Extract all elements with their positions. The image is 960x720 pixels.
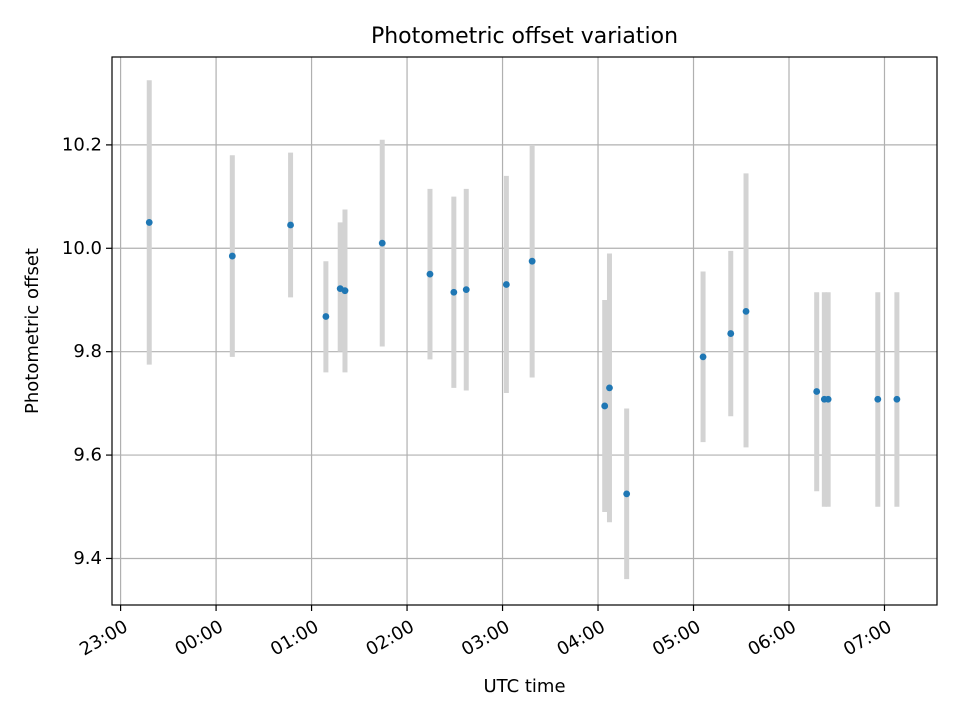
data-point — [623, 490, 631, 498]
data-point — [228, 252, 236, 260]
y-tick-label: 9.8 — [73, 341, 102, 362]
grid — [112, 57, 937, 605]
x-tick-label: 01:00 — [267, 616, 322, 660]
data-point — [322, 313, 330, 320]
data-point — [450, 288, 458, 296]
data-point — [742, 307, 750, 315]
chart-title: Photometric offset variation — [371, 24, 678, 49]
error-bars — [146, 80, 900, 580]
plot-frame — [111, 56, 938, 606]
data-point — [813, 388, 821, 395]
x-axis: 23:00 00:00 01:00 02:00 03:00 04:00 05:00 06:00… — [76, 605, 895, 660]
data-point — [462, 286, 470, 294]
data-point — [893, 395, 901, 403]
y-axis-label: Photometric offset — [22, 248, 43, 414]
x-tick-label: 03:00 — [458, 616, 513, 660]
y-tick-label: 9.6 — [73, 445, 102, 466]
data-point — [502, 281, 510, 288]
x-tick-label: 00:00 — [172, 616, 227, 660]
x-tick-label: 05:00 — [649, 616, 704, 660]
data-points — [145, 219, 901, 498]
x-tick-label: 07:00 — [840, 616, 895, 660]
y-tick-label: 10.0 — [62, 238, 102, 259]
y-tick-label: 9.4 — [73, 548, 102, 569]
data-point — [426, 270, 434, 278]
data-point — [145, 219, 153, 226]
data-point — [341, 287, 349, 295]
x-axis-label: UTC time — [483, 676, 565, 697]
y-tick-label: 10.2 — [62, 134, 102, 155]
y-axis: 9.4 9.6 9.8 10.0 10.2 — [62, 134, 112, 569]
data-point — [601, 402, 609, 410]
x-tick-label: 06:00 — [744, 616, 799, 660]
data-point — [874, 395, 882, 403]
data-point — [824, 395, 832, 403]
data-point — [727, 330, 735, 337]
data-point — [287, 221, 294, 229]
x-tick-label: 23:00 — [76, 616, 131, 660]
data-point — [378, 239, 386, 247]
data-point — [528, 257, 536, 265]
data-point — [606, 384, 613, 392]
x-tick-label: 02:00 — [363, 616, 418, 660]
x-tick-label: 04:00 — [553, 616, 608, 660]
data-point — [699, 353, 707, 361]
